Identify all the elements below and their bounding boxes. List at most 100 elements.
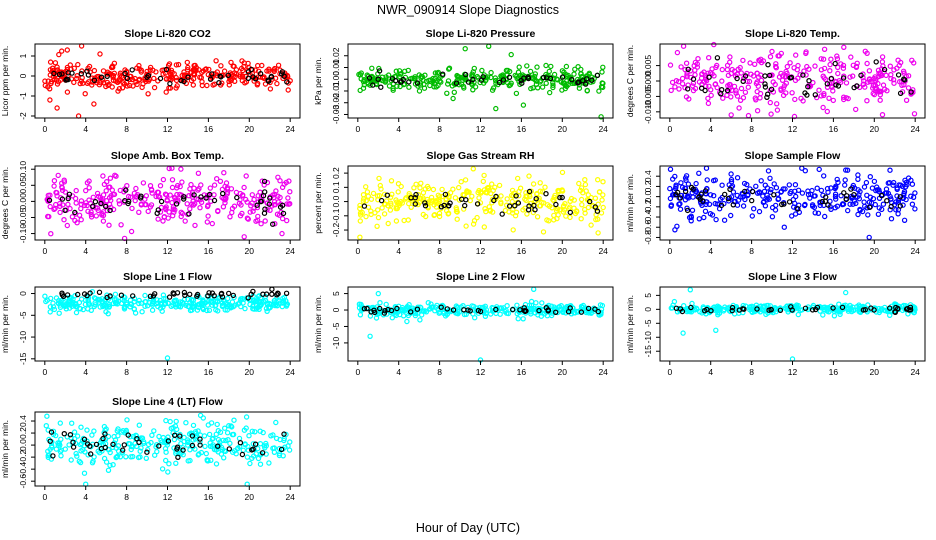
data-point (823, 194, 829, 200)
data-point (867, 204, 873, 210)
data-point (845, 207, 851, 214)
data-point (685, 66, 691, 73)
data-point (719, 66, 726, 73)
data-point (688, 304, 694, 311)
data-point (536, 307, 542, 314)
data-point (727, 186, 733, 192)
data-point (515, 316, 521, 322)
data-point (890, 182, 896, 188)
data-point (211, 182, 218, 188)
data-point (255, 192, 261, 199)
y-tick-label: -10 (643, 331, 653, 344)
data-point (48, 230, 54, 237)
data-point (465, 189, 471, 195)
data-point (510, 227, 516, 233)
data-point (254, 202, 260, 208)
data-point (751, 205, 757, 212)
data-point (369, 76, 376, 82)
data-point (843, 80, 850, 86)
data-point (363, 213, 369, 220)
data-point (444, 90, 450, 97)
data-point (214, 421, 220, 428)
data-point (180, 445, 186, 451)
data-point (373, 315, 380, 321)
data-point (268, 433, 274, 439)
data-point (853, 106, 859, 113)
data-point (104, 79, 111, 86)
x-tick-label: 20 (245, 246, 255, 256)
data-point (514, 302, 520, 308)
data-point (861, 184, 868, 190)
data-point (145, 441, 152, 448)
data-point (747, 305, 753, 311)
data-point (813, 306, 819, 313)
x-tick-label: 4 (396, 246, 401, 256)
data-point (682, 188, 689, 195)
data-point (65, 201, 71, 208)
data-point (78, 198, 85, 204)
data-point (169, 165, 175, 171)
data-point (528, 305, 535, 311)
data-point (98, 200, 104, 207)
data-point (156, 443, 162, 449)
data-point (116, 201, 123, 207)
data-point (792, 188, 798, 194)
data-point (73, 75, 80, 82)
data-point (266, 201, 272, 207)
data-point (729, 307, 735, 314)
data-point (84, 202, 90, 209)
data-point (427, 82, 433, 89)
data-point (559, 74, 566, 80)
data-point (704, 306, 710, 313)
data-point (376, 68, 383, 74)
data-point (243, 173, 249, 179)
data-point (436, 310, 442, 316)
data-point (125, 198, 132, 205)
x-tick-label: 12 (788, 124, 798, 134)
x-tick-label: 4 (396, 367, 401, 377)
data-point (100, 212, 107, 219)
data-point (673, 182, 679, 188)
data-point (47, 446, 53, 453)
data-point (474, 214, 480, 221)
data-point (99, 448, 105, 454)
data-point (106, 222, 112, 228)
data-point (462, 202, 468, 209)
data-point (428, 194, 435, 201)
data-point (765, 195, 771, 201)
data-point (186, 291, 193, 297)
data-point (884, 197, 890, 204)
data-point (822, 76, 829, 83)
data-point (271, 445, 277, 451)
data-point (99, 298, 105, 305)
data-point (181, 78, 187, 85)
data-point (70, 439, 76, 445)
data-point (895, 57, 901, 63)
data-point (908, 193, 914, 199)
data-point (541, 200, 547, 206)
data-point (224, 301, 230, 308)
data-point (364, 189, 371, 195)
data-point (493, 306, 499, 313)
data-point (88, 211, 95, 218)
data-point (756, 190, 763, 196)
data-point (524, 211, 530, 217)
data-point (168, 303, 174, 309)
data-point (754, 306, 760, 312)
data-point (745, 112, 752, 119)
data-point (257, 441, 264, 447)
data-point (481, 172, 487, 179)
data-point (693, 180, 699, 187)
data-point (880, 201, 887, 207)
data-point (267, 86, 274, 92)
data-point (164, 198, 170, 204)
x-tick-label: 8 (124, 124, 129, 134)
data-point (133, 194, 139, 200)
data-point (828, 75, 835, 82)
data-point (802, 90, 808, 96)
y-tick-label: 0.4 (643, 170, 653, 182)
data-point (843, 289, 849, 296)
data-point (270, 221, 276, 227)
